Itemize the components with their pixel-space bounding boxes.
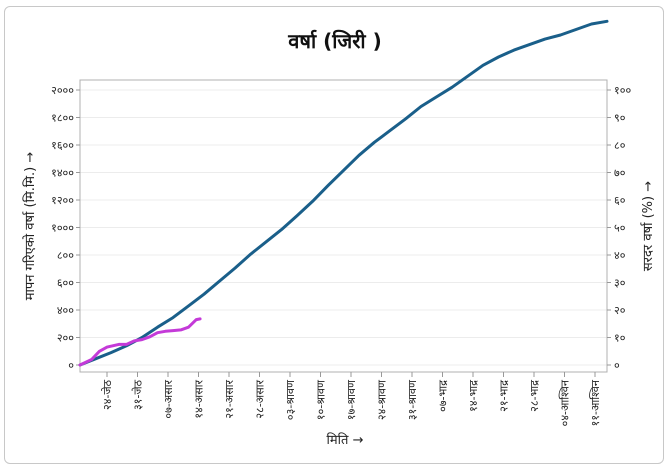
x-tick-label: २८-असार	[254, 380, 267, 419]
x-tick-label: २१-भाद्र	[498, 380, 511, 412]
y-tick-label: २००	[57, 332, 74, 345]
y-tick-label: १६००	[51, 139, 74, 152]
x-tick-label: २४-श्रावण	[376, 379, 389, 420]
x-tick-label: ०७-असार	[162, 380, 175, 419]
chart-title: वर्षा (जिरी )	[287, 29, 381, 53]
axis-ticks: ० २०० ४०० ६०० ८०० १००० १२०० १४०० १६०० १८०० २००० ० १०…	[51, 84, 631, 426]
y2-tick-label: १०	[614, 332, 626, 345]
x-tick-label: २८-भाद्र	[528, 380, 541, 412]
y2-tick-label: ३०	[614, 277, 626, 290]
y2-tick-label: २०	[614, 304, 626, 317]
y-tick-label: १४००	[51, 167, 74, 180]
x-axis-label: मिति →	[327, 432, 364, 448]
x-tick-label: ०४-आश्विन	[559, 379, 572, 426]
y2-tick-label: ४०	[614, 249, 626, 262]
series-line-normal	[78, 19, 609, 367]
x-tick-label: ३१-श्रावण	[406, 379, 419, 420]
y2-tick-label: ६०	[614, 194, 626, 207]
y-tick-label: ८००	[57, 249, 74, 262]
y-tick-label: २०००	[51, 84, 74, 97]
y-tick-label: १८००	[51, 112, 74, 125]
y-tick-label: ६००	[57, 277, 74, 290]
y-tick-label: ४००	[57, 304, 74, 317]
y2-tick-label: ८०	[614, 139, 626, 152]
x-tick-label: १४-भाद्र	[467, 380, 480, 412]
series-lines	[78, 19, 609, 367]
x-tick-label: १०-श्रावण	[315, 379, 328, 420]
y2-tick-label: ९०	[614, 112, 626, 125]
x-tick-label: १७-श्रावण	[345, 379, 358, 420]
y-tick-label: ०	[68, 359, 74, 372]
plot-frame	[79, 79, 608, 373]
x-tick-label: २१-असार	[223, 380, 236, 419]
y2-tick-label: ५०	[614, 222, 626, 235]
x-tick-label: ३१-जेठ	[132, 379, 145, 410]
x-tick-label: २४-जेठ	[101, 379, 114, 410]
y-axis-label: मापन गरिएको वर्षा (मि.मि.) →	[22, 152, 38, 301]
y2-tick-label: ७०	[614, 167, 626, 180]
y2-axis-label: सरदर वर्षा (%) →	[640, 181, 656, 271]
series-line-measured	[78, 317, 202, 367]
x-tick-label: ०७-भाद्र	[437, 380, 450, 412]
x-tick-label: ११-आश्विन	[589, 379, 602, 426]
y-tick-label: १२००	[51, 194, 74, 207]
y-tick-label: १०००	[51, 222, 74, 235]
y2-tick-label: १००	[614, 84, 631, 97]
y2-tick-label: ०	[614, 359, 620, 372]
grid-lines	[80, 89, 607, 366]
x-tick-label: ०३-श्रावण	[284, 379, 297, 420]
chart-card	[4, 6, 664, 464]
x-tick-label: १४-असार	[193, 380, 206, 419]
